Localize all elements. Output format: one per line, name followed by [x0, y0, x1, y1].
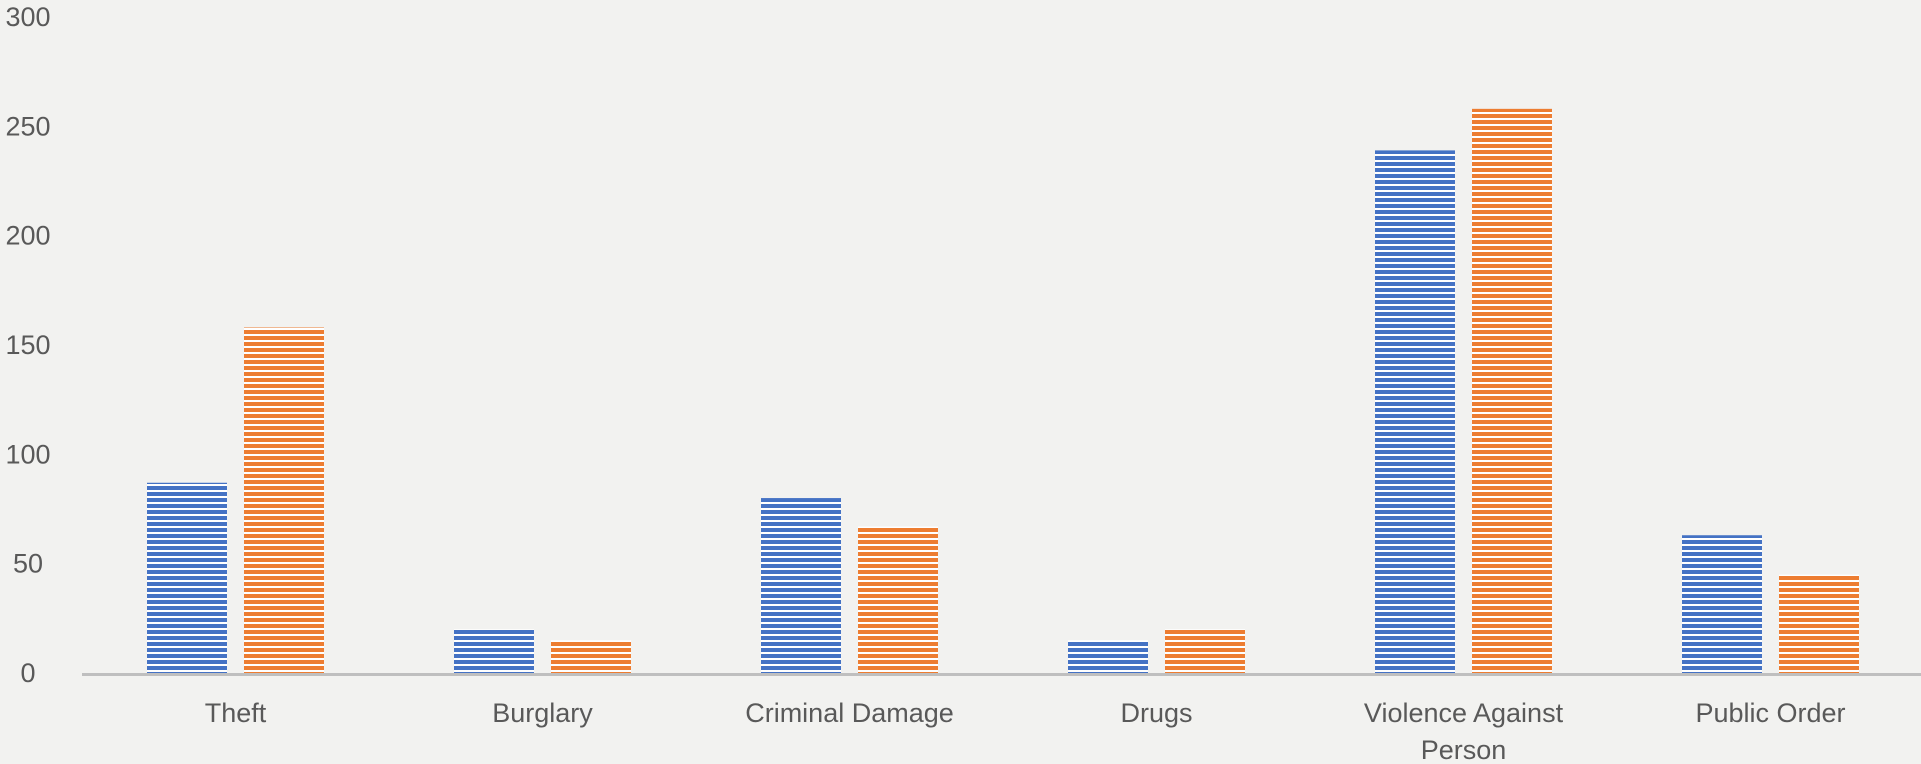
bar-series-1	[147, 482, 227, 673]
bar-series-1	[1375, 150, 1455, 674]
x-category-label: Criminal Damage	[745, 698, 954, 728]
y-tick-label: 250	[5, 111, 50, 141]
x-axis-labels: Theft Burglary Criminal Damage Drugs Violenc…	[205, 698, 1846, 764]
bar-series-2	[1472, 108, 1552, 674]
x-category-label: Public Order	[1695, 698, 1845, 728]
y-tick-label: 150	[5, 330, 50, 360]
y-axis-ticks: 0 50 100 150 200 250 300	[5, 2, 50, 688]
y-tick-label: 50	[13, 549, 43, 579]
x-category-label: Violence Against Person	[1364, 698, 1564, 764]
bar-series-2	[858, 526, 938, 673]
y-tick-label: 100	[5, 439, 50, 469]
bars	[147, 108, 1859, 674]
x-category-label: Theft	[205, 698, 267, 728]
bar-series-1	[454, 629, 534, 673]
y-tick-label: 200	[5, 221, 50, 251]
y-tick-label: 0	[20, 658, 35, 688]
x-category-label: Drugs	[1120, 698, 1192, 728]
bar-series-2	[1165, 629, 1245, 673]
x-category-label: Burglary	[492, 698, 593, 728]
bar-series-1	[761, 498, 841, 673]
bar-series-2	[244, 327, 324, 673]
y-tick-label: 300	[5, 2, 50, 32]
bar-series-1	[1068, 640, 1148, 673]
bar-series-1	[1682, 535, 1762, 673]
bar-series-2	[551, 640, 631, 673]
bar-series-2	[1779, 574, 1859, 673]
